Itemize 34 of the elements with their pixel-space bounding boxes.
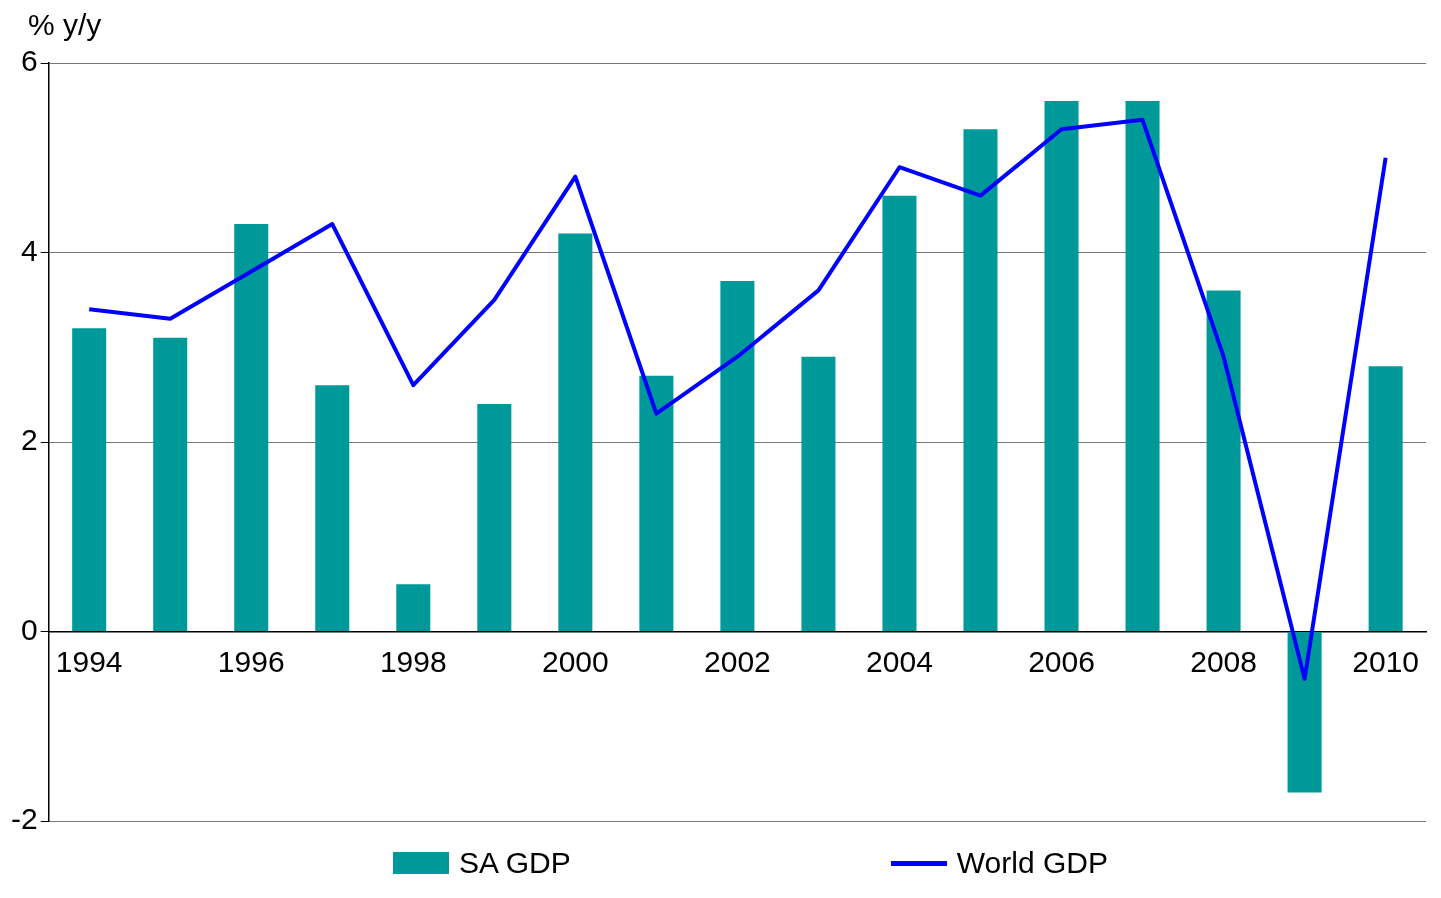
bar xyxy=(1044,100,1079,631)
x-tick-label: 2000 xyxy=(541,644,609,678)
bar xyxy=(1206,290,1241,631)
y-axis-title: % y/y xyxy=(28,8,103,42)
bar xyxy=(315,385,350,631)
bar xyxy=(1368,366,1403,631)
y-tick-label: 0 xyxy=(20,612,38,646)
x-tick-label: 2004 xyxy=(866,644,933,678)
y-tick-label: 4 xyxy=(20,233,38,267)
bar xyxy=(801,356,836,631)
x-tick-label: 2006 xyxy=(1028,644,1095,678)
x-tick-label: 1996 xyxy=(217,644,285,678)
bar xyxy=(396,584,431,631)
y-tick-label: -2 xyxy=(10,802,38,836)
legend-label: World GDP xyxy=(956,846,1108,880)
bar xyxy=(963,129,998,631)
y-tick-label: 2 xyxy=(20,423,38,457)
legend-label: SA GDP xyxy=(459,846,571,880)
bar xyxy=(882,195,917,631)
bar xyxy=(477,404,512,631)
bar xyxy=(558,233,593,631)
bar xyxy=(72,328,107,631)
x-tick-label: 2010 xyxy=(1352,644,1420,678)
bar xyxy=(720,280,755,631)
bar xyxy=(639,375,674,631)
bar xyxy=(234,224,269,631)
x-tick-label: 1998 xyxy=(379,644,447,678)
x-tick-label: 2002 xyxy=(704,644,771,678)
bar xyxy=(1287,632,1322,793)
x-tick-label: 2008 xyxy=(1190,644,1257,678)
y-tick-label: 6 xyxy=(20,44,38,78)
x-tick-label: 1994 xyxy=(55,644,123,678)
bar xyxy=(153,337,188,631)
bar xyxy=(1125,100,1160,631)
